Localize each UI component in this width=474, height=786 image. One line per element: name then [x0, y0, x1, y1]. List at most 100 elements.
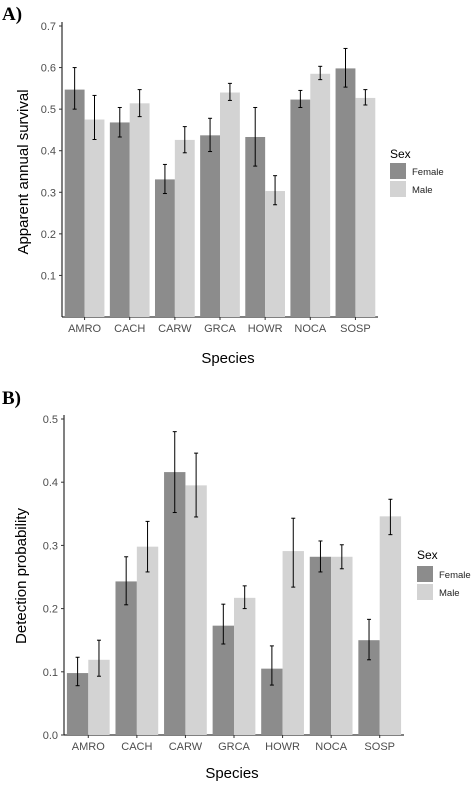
panel-a-legend-title: Sex — [390, 147, 411, 161]
panel-b-bar-sosp-male — [379, 516, 402, 735]
panel-a-plot-area: 0.1 0.2 0.3 0.4 0.5 0.6 0.7 AMRO CACH CARW GRCA HOW… — [41, 21, 378, 335]
panel-b-legend-female-label: Female — [439, 570, 471, 581]
panel-b-errorbar-carw-female — [172, 431, 177, 514]
panel-b-errorbar-cach-male — [145, 520, 150, 573]
panel-a-x-tick-label-noca: NOCA — [294, 323, 326, 335]
panel-b-x-tick-label-sosp: SOSP — [364, 741, 395, 753]
panel-a-errorbar-amro-male — [92, 94, 97, 140]
panel-b-y-tick-label: 0.3 — [43, 540, 58, 552]
panel-b-errorbar-amro-female — [75, 656, 80, 687]
panel-a-bar-carw-female — [154, 179, 175, 317]
panel-b-x-tick-label-carw: CARW — [169, 741, 203, 753]
panel-a-errorbar-carw-male — [182, 126, 187, 154]
panel-a-bar-grca-female — [200, 135, 220, 317]
panel-a-bar-cach-female — [109, 122, 130, 318]
panel-a-label: A) — [2, 4, 22, 25]
panel-a-bar-amro-male — [84, 119, 105, 318]
panel-a: A) Apparent annual survival Species 0.10… — [2, 4, 444, 367]
panel-a-errorbar-amro-female — [72, 67, 77, 110]
panel-b-bar-grca-male — [234, 597, 256, 735]
panel-a-x-tick-label-cach: CACH — [114, 323, 145, 335]
panel-b-errorbar-sosp-male — [388, 498, 393, 536]
panel-a-errorbar-carw-female — [162, 163, 167, 195]
panel-a-errorbar-howr-male — [273, 175, 278, 206]
panel-b-errorbar-cach-female — [124, 556, 129, 606]
panel-a-x-tick-label-grca: GRCA — [204, 323, 236, 335]
panel-b-bar-cach-male — [136, 546, 159, 735]
panel-b-label: B) — [2, 388, 21, 409]
panel-b-legend-female-swatch — [417, 566, 433, 582]
panel-b-errorbar-howr-female — [269, 645, 274, 686]
panel-b-legend-male-label: Male — [439, 588, 460, 599]
panel-a-bar-noca-female — [290, 99, 311, 318]
panel-b-bar-cach-female — [115, 581, 137, 735]
panel-a-legend: Sex Female Male — [390, 147, 444, 197]
panel-a-errorbar-howr-female — [253, 106, 258, 167]
panel-a-errorbar-noca-male — [318, 65, 323, 81]
panel-b-bar-carw-female — [164, 472, 186, 735]
panel-b-bar-amro-male — [88, 659, 110, 735]
panel-a-y-tick-label: 0.5 — [41, 104, 56, 116]
panel-a-errorbar-grca-male — [227, 82, 232, 101]
panel-a-x-axis-title: Species — [201, 350, 254, 367]
panel-a-bar-cach-male — [129, 103, 150, 317]
panel-a-y-tick-label: 0.3 — [41, 187, 56, 199]
panel-b-bar-howr-male — [282, 551, 304, 735]
panel-b-y-tick-label: 0.1 — [43, 667, 58, 679]
panel-b-errorbar-sosp-female — [367, 618, 372, 661]
panel-a-x-tick-label-sosp: SOSP — [340, 323, 371, 335]
panel-b-x-tick-label-howr: HOWR — [265, 741, 300, 753]
panel-b-bar-sosp-female — [358, 640, 380, 735]
panel-a-legend-female-label: Female — [412, 167, 444, 178]
panel-b-y-tick-label: 0.5 — [43, 414, 58, 426]
panel-b-errorbar-noca-male — [339, 544, 344, 570]
panel-a-y-tick-label: 0.1 — [41, 270, 56, 282]
panel-b-bar-amro-female — [66, 673, 89, 735]
panel-a-legend-male-label: Male — [412, 185, 433, 196]
panel-b-bar-grca-female — [212, 625, 234, 735]
panel-b: B) Detection probability Species 0.0 0.1 0… — [2, 388, 471, 782]
panel-b-y-tick-label: 0.0 — [43, 730, 58, 742]
panel-b-x-tick-label-cach: CACH — [121, 741, 152, 753]
panel-b-errorbar-carw-male — [194, 452, 199, 518]
panel-b-bar-howr-female — [261, 668, 283, 735]
panel-b-legend-title: Sex — [417, 548, 438, 562]
panel-a-bar-carw-male — [174, 139, 195, 317]
panel-a-y-tick-label: 0.2 — [41, 229, 56, 241]
panel-b-x-tick-label-noca: NOCA — [315, 741, 347, 753]
panel-b-x-tick-label-amro: AMRO — [72, 741, 105, 753]
panel-b-errorbar-noca-female — [318, 540, 323, 573]
panel-a-x-tick-label-amro: AMRO — [68, 323, 101, 335]
panel-b-legend: Sex Female Male — [417, 548, 471, 600]
panel-b-x-axis-title: Species — [205, 765, 258, 782]
panel-b-legend-male-swatch — [417, 584, 433, 600]
panel-b-errorbar-grca-male — [242, 585, 247, 610]
panel-a-bar-amro-female — [64, 89, 85, 318]
panel-a-bar-grca-male — [220, 92, 240, 317]
panel-a-y-axis-title: Apparent annual survival — [15, 89, 32, 254]
panel-a-legend-male-swatch — [390, 181, 406, 197]
panel-a-bar-howr-female — [245, 136, 266, 317]
panel-b-bar-carw-male — [185, 485, 207, 735]
panel-b-plot-area: 0.0 0.1 0.2 0.3 0.4 0.5 AMRO CACH CARW GRCA HOWR NO… — [43, 414, 404, 753]
panel-a-y-tick-label: 0.7 — [41, 21, 56, 33]
panel-b-bar-noca-female — [309, 556, 332, 735]
panel-a-bar-sosp-male — [355, 97, 376, 317]
panel-a-errorbar-grca-female — [208, 117, 213, 153]
panel-b-errorbar-howr-male — [291, 517, 296, 588]
panel-b-errorbar-grca-female — [221, 603, 226, 645]
panel-a-errorbar-cach-female — [117, 106, 122, 138]
panel-a-errorbar-sosp-male — [363, 89, 368, 106]
panel-a-legend-female-swatch — [390, 163, 406, 179]
panel-b-x-tick-label-grca: GRCA — [218, 741, 250, 753]
panel-a-bar-howr-male — [265, 191, 286, 317]
panel-a-x-tick-label-carw: CARW — [158, 323, 192, 335]
panel-a-y-tick-label: 0.4 — [41, 146, 56, 158]
panel-b-y-axis-title: Detection probability — [13, 508, 30, 644]
panel-b-y-tick-label: 0.4 — [43, 477, 58, 489]
panel-a-y-tick-label: 0.6 — [41, 63, 56, 75]
panel-a-x-tick-label-howr: HOWR — [248, 323, 283, 335]
panel-a-errorbar-noca-female — [298, 89, 303, 108]
panel-b-errorbar-amro-male — [96, 639, 101, 677]
